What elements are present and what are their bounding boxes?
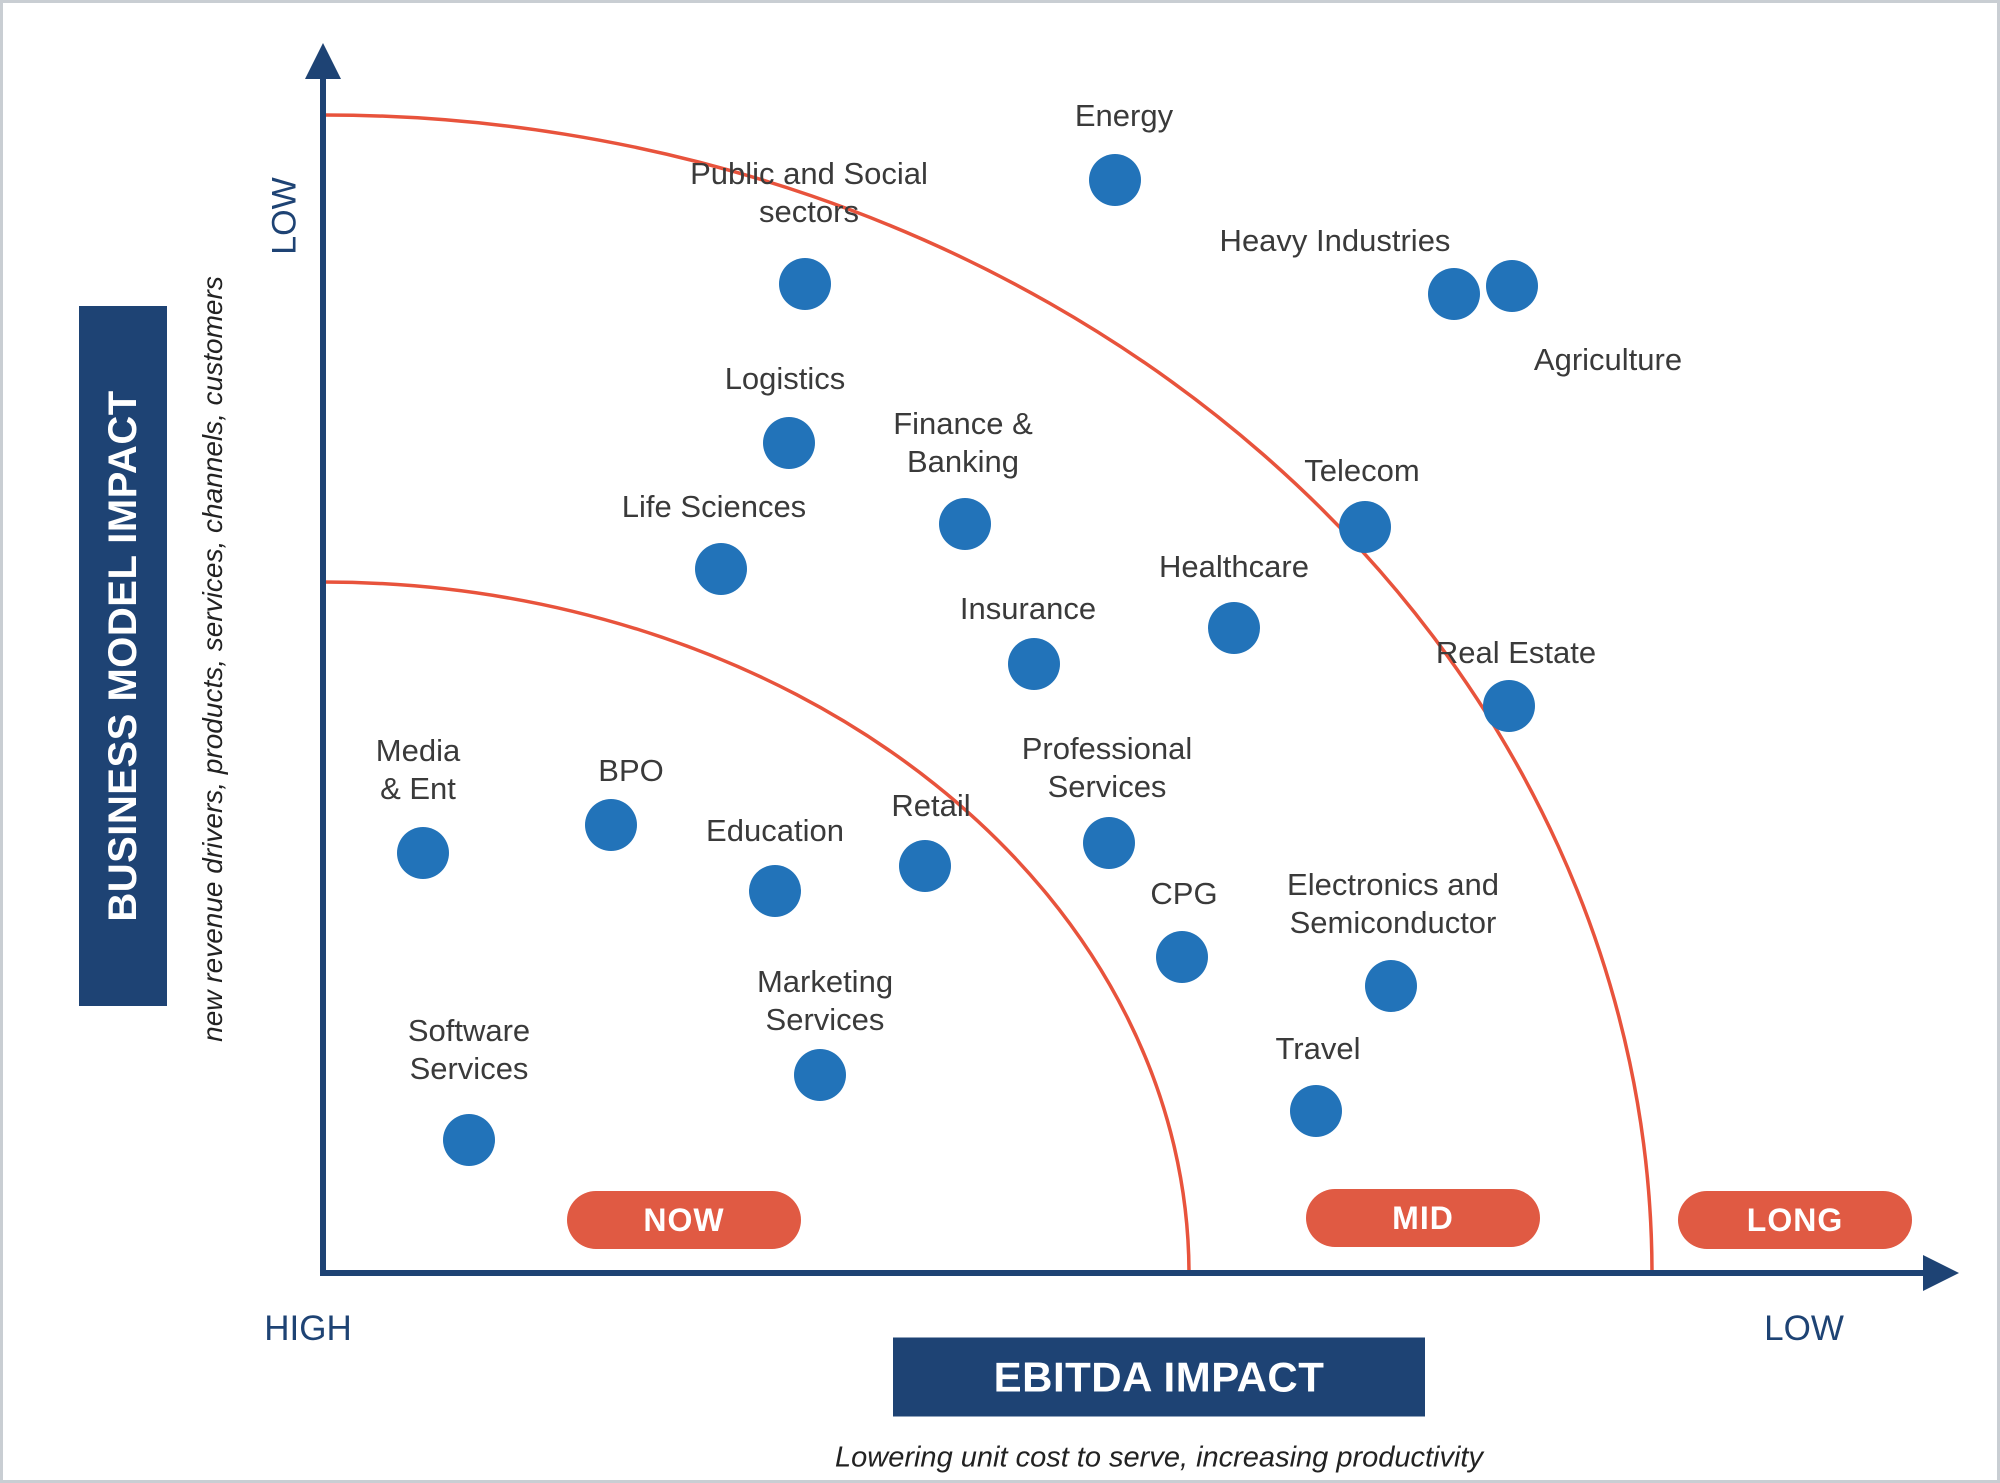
label-media-ent: Media & Ent xyxy=(375,733,461,806)
dot-education xyxy=(749,865,801,917)
label-real-estate: Real Estate xyxy=(1435,635,1597,671)
label-marketing-services: Marketing Services xyxy=(756,964,894,1037)
label-healthcare: Healthcare xyxy=(1159,549,1309,585)
label-cpg: CPG xyxy=(1150,876,1218,912)
dot-professional-services xyxy=(1083,817,1135,869)
dot-energy xyxy=(1089,154,1141,206)
label-electronics-and-semiconductor: Electronics and Semiconductor xyxy=(1287,867,1499,940)
label-bpo: BPO xyxy=(598,753,664,789)
label-public-and-social-sectors: Public and Social sectors xyxy=(690,156,928,229)
x-axis-right-label: LOW xyxy=(1764,1309,1844,1348)
dot-travel xyxy=(1290,1085,1342,1137)
dot-bpo xyxy=(585,799,637,851)
label-insurance: Insurance xyxy=(959,591,1097,627)
label-retail: Retail xyxy=(891,788,971,824)
label-logistics: Logistics xyxy=(724,361,846,397)
zone-pill-long: LONG xyxy=(1678,1191,1912,1249)
label-life-sciences: Life Sciences xyxy=(621,489,807,525)
dot-life-sciences xyxy=(695,543,747,595)
dot-software-services xyxy=(443,1114,495,1166)
zone-pill-mid: MID xyxy=(1306,1189,1540,1247)
dot-logistics xyxy=(763,417,815,469)
x-axis-left-label: HIGH xyxy=(264,1309,352,1348)
dot-telecom xyxy=(1339,501,1391,553)
label-travel: Travel xyxy=(1275,1031,1361,1067)
dot-healthcare xyxy=(1208,602,1260,654)
label-software-services: Software Services xyxy=(407,1013,531,1086)
dot-real-estate xyxy=(1483,680,1535,732)
dot-retail xyxy=(899,840,951,892)
label-agriculture: Agriculture xyxy=(1533,342,1683,378)
dot-finance-banking xyxy=(939,498,991,550)
dot-marketing-services xyxy=(794,1049,846,1101)
label-finance-banking: Finance & Banking xyxy=(893,406,1033,479)
dot-media-ent xyxy=(397,827,449,879)
x-axis-subtitle: Lowering unit cost to serve, increasing … xyxy=(835,1441,1483,1474)
zone-pill-now: NOW xyxy=(567,1191,801,1249)
label-energy: Energy xyxy=(1074,98,1174,134)
dot-electronics-and-semiconductor xyxy=(1365,960,1417,1012)
dot-agriculture xyxy=(1486,260,1538,312)
x-axis-title: EBITDA IMPACT xyxy=(893,1337,1425,1417)
label-education: Education xyxy=(706,813,844,849)
points-layer: Energy Public and Social sectors Heavy Ind… xyxy=(3,3,1997,1480)
label-heavy-industries: Heavy Industries xyxy=(1219,223,1451,259)
dot-public-and-social-sectors xyxy=(779,258,831,310)
dot-insurance xyxy=(1008,638,1060,690)
dot-heavy-industries xyxy=(1428,268,1480,320)
label-professional-services: Professional Services xyxy=(1021,731,1193,804)
dot-cpg xyxy=(1156,931,1208,983)
label-telecom: Telecom xyxy=(1304,453,1420,489)
